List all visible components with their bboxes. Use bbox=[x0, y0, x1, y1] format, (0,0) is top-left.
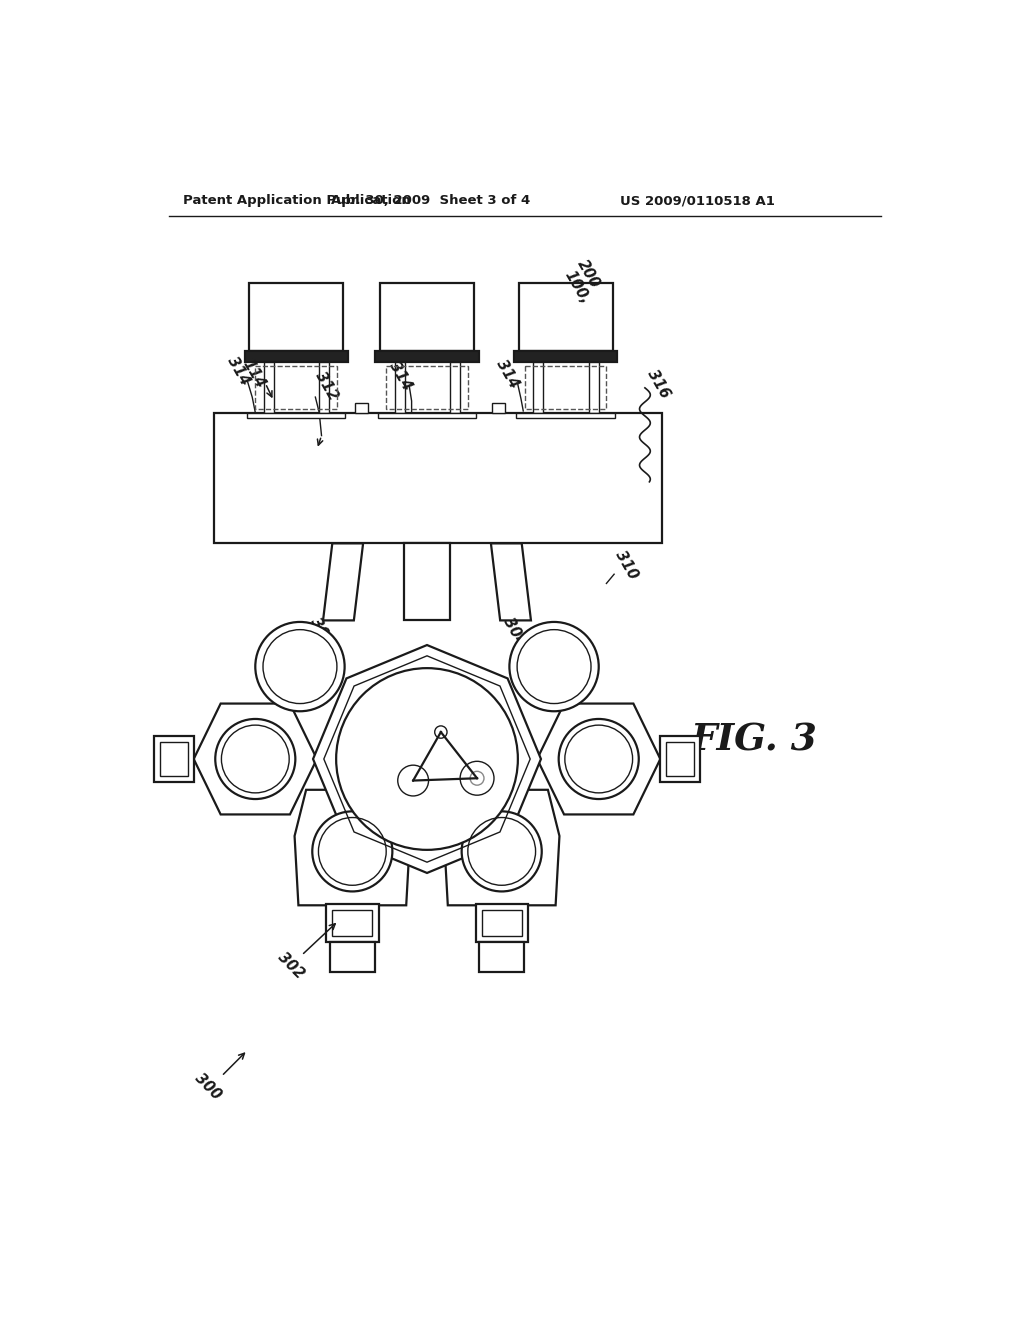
Bar bbox=[518, 284, 612, 351]
Bar bbox=[479, 942, 524, 972]
Circle shape bbox=[460, 762, 494, 795]
Bar bbox=[516, 412, 614, 418]
Bar bbox=[245, 351, 348, 363]
Polygon shape bbox=[403, 544, 451, 620]
Bar bbox=[481, 909, 521, 936]
Polygon shape bbox=[194, 704, 316, 814]
Circle shape bbox=[509, 622, 599, 711]
Bar bbox=[264, 363, 273, 412]
Text: 300: 300 bbox=[191, 1071, 223, 1102]
Bar bbox=[249, 284, 343, 351]
Bar bbox=[376, 351, 478, 363]
Bar bbox=[514, 351, 617, 363]
Text: 200: 200 bbox=[573, 257, 602, 290]
Circle shape bbox=[435, 726, 447, 738]
Text: 306: 306 bbox=[337, 847, 368, 863]
Bar bbox=[534, 363, 544, 412]
Text: 306: 306 bbox=[584, 755, 614, 771]
Text: 306: 306 bbox=[240, 755, 270, 771]
Bar bbox=[394, 363, 404, 412]
Text: US 2009/0110518 A1: US 2009/0110518 A1 bbox=[620, 194, 774, 207]
Circle shape bbox=[470, 771, 484, 785]
Polygon shape bbox=[538, 704, 660, 814]
Polygon shape bbox=[323, 544, 364, 620]
Text: 306: 306 bbox=[486, 847, 517, 863]
Text: Apr. 30, 2009  Sheet 3 of 4: Apr. 30, 2009 Sheet 3 of 4 bbox=[331, 194, 530, 207]
Text: 114: 114 bbox=[240, 358, 268, 391]
Bar bbox=[160, 742, 187, 776]
Text: 302: 302 bbox=[274, 949, 307, 981]
Bar bbox=[255, 366, 337, 409]
Bar bbox=[451, 363, 460, 412]
Text: 314: 314 bbox=[386, 359, 414, 392]
Circle shape bbox=[397, 766, 429, 796]
Bar bbox=[154, 737, 194, 781]
Circle shape bbox=[559, 719, 639, 799]
Text: 316: 316 bbox=[644, 367, 672, 401]
Text: Patent Application Publication: Patent Application Publication bbox=[183, 194, 411, 207]
Text: 304: 304 bbox=[307, 615, 336, 649]
Text: 308: 308 bbox=[462, 705, 493, 721]
Bar bbox=[214, 412, 662, 544]
Polygon shape bbox=[313, 645, 541, 873]
Bar bbox=[319, 363, 330, 412]
Text: 310: 310 bbox=[612, 548, 641, 582]
Polygon shape bbox=[490, 544, 531, 620]
Bar bbox=[378, 412, 476, 418]
Bar bbox=[493, 404, 505, 412]
Circle shape bbox=[462, 812, 542, 891]
Text: FIG. 3: FIG. 3 bbox=[691, 721, 818, 758]
Bar bbox=[330, 942, 375, 972]
Text: 312: 312 bbox=[312, 370, 341, 403]
Bar bbox=[355, 404, 368, 412]
Circle shape bbox=[255, 622, 345, 711]
Text: 314: 314 bbox=[494, 358, 522, 391]
Bar bbox=[333, 909, 373, 936]
Bar bbox=[589, 363, 599, 412]
Bar bbox=[380, 284, 474, 351]
Text: 314: 314 bbox=[224, 354, 253, 388]
Bar bbox=[326, 904, 379, 942]
Polygon shape bbox=[295, 789, 410, 906]
Text: 100,: 100, bbox=[562, 268, 593, 308]
Bar bbox=[524, 366, 606, 409]
Circle shape bbox=[215, 719, 295, 799]
Bar bbox=[475, 904, 528, 942]
Circle shape bbox=[312, 812, 392, 891]
Bar bbox=[247, 412, 345, 418]
Bar bbox=[660, 737, 700, 781]
Circle shape bbox=[336, 668, 518, 850]
Polygon shape bbox=[444, 789, 559, 906]
Bar bbox=[667, 742, 694, 776]
Text: 304: 304 bbox=[500, 615, 528, 649]
Bar bbox=[386, 366, 468, 409]
